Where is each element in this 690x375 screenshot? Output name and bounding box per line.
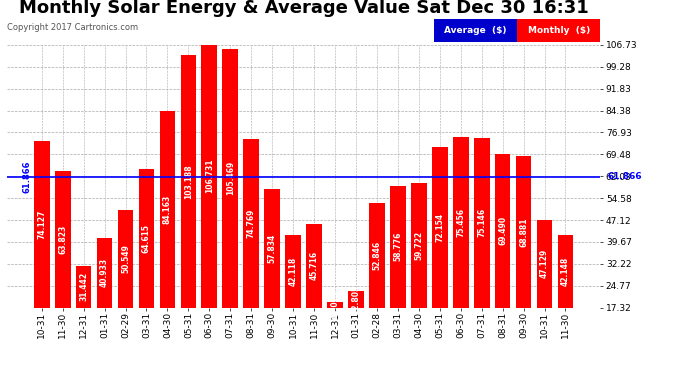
Text: 31.442: 31.442: [79, 272, 88, 302]
Title: Monthly Solar Energy & Average Value Sat Dec 30 16:31: Monthly Solar Energy & Average Value Sat…: [19, 0, 589, 17]
Bar: [453, 137, 469, 308]
Bar: [411, 183, 426, 308]
Text: 40.933: 40.933: [100, 258, 109, 287]
Text: 75.456: 75.456: [456, 208, 465, 237]
Text: 42.118: 42.118: [288, 256, 297, 286]
Bar: [139, 169, 155, 308]
Text: 42.148: 42.148: [561, 256, 570, 286]
Bar: [201, 45, 217, 308]
Bar: [285, 235, 301, 308]
Bar: [244, 139, 259, 308]
Bar: [558, 235, 573, 308]
Text: 68.881: 68.881: [519, 217, 528, 246]
Text: 61.866: 61.866: [22, 160, 31, 193]
Bar: [495, 154, 511, 308]
Text: 72.154: 72.154: [435, 213, 444, 242]
Text: 57.834: 57.834: [268, 233, 277, 262]
Bar: [181, 56, 196, 308]
Text: 52.846: 52.846: [373, 241, 382, 270]
Bar: [118, 210, 133, 308]
Text: 74.769: 74.769: [247, 209, 256, 238]
Text: 45.716: 45.716: [310, 251, 319, 280]
Text: 61.866: 61.866: [607, 172, 642, 181]
Text: Copyright 2017 Cartronics.com: Copyright 2017 Cartronics.com: [7, 23, 138, 32]
Text: 69.490: 69.490: [498, 216, 507, 246]
Text: 64.615: 64.615: [142, 224, 151, 253]
Text: 47.129: 47.129: [540, 249, 549, 278]
Bar: [515, 156, 531, 308]
Bar: [432, 147, 448, 308]
Bar: [34, 141, 50, 308]
Text: 75.146: 75.146: [477, 208, 486, 237]
Bar: [348, 291, 364, 308]
Bar: [55, 171, 70, 308]
Bar: [327, 302, 343, 307]
Bar: [264, 189, 280, 308]
Text: 63.823: 63.823: [58, 225, 67, 254]
Bar: [97, 238, 112, 308]
Bar: [474, 138, 489, 308]
Text: 59.722: 59.722: [414, 231, 424, 260]
Text: 84.163: 84.163: [163, 195, 172, 224]
Bar: [76, 266, 92, 308]
Text: 58.776: 58.776: [393, 232, 402, 261]
Bar: [306, 224, 322, 308]
Text: 22.805: 22.805: [351, 285, 360, 314]
Text: 103.188: 103.188: [184, 164, 193, 199]
Text: 74.127: 74.127: [37, 209, 46, 239]
Text: 19.075: 19.075: [331, 290, 339, 320]
Text: 105.469: 105.469: [226, 161, 235, 195]
Bar: [222, 49, 238, 308]
Text: 50.549: 50.549: [121, 244, 130, 273]
Bar: [390, 186, 406, 308]
Bar: [537, 220, 553, 308]
Bar: [159, 111, 175, 308]
Text: 106.731: 106.731: [205, 159, 214, 194]
Bar: [369, 203, 385, 308]
